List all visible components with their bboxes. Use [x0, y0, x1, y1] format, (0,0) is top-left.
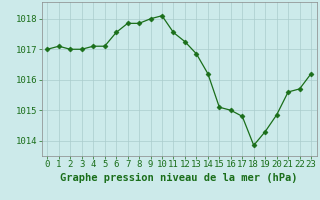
X-axis label: Graphe pression niveau de la mer (hPa): Graphe pression niveau de la mer (hPa) [60, 173, 298, 183]
